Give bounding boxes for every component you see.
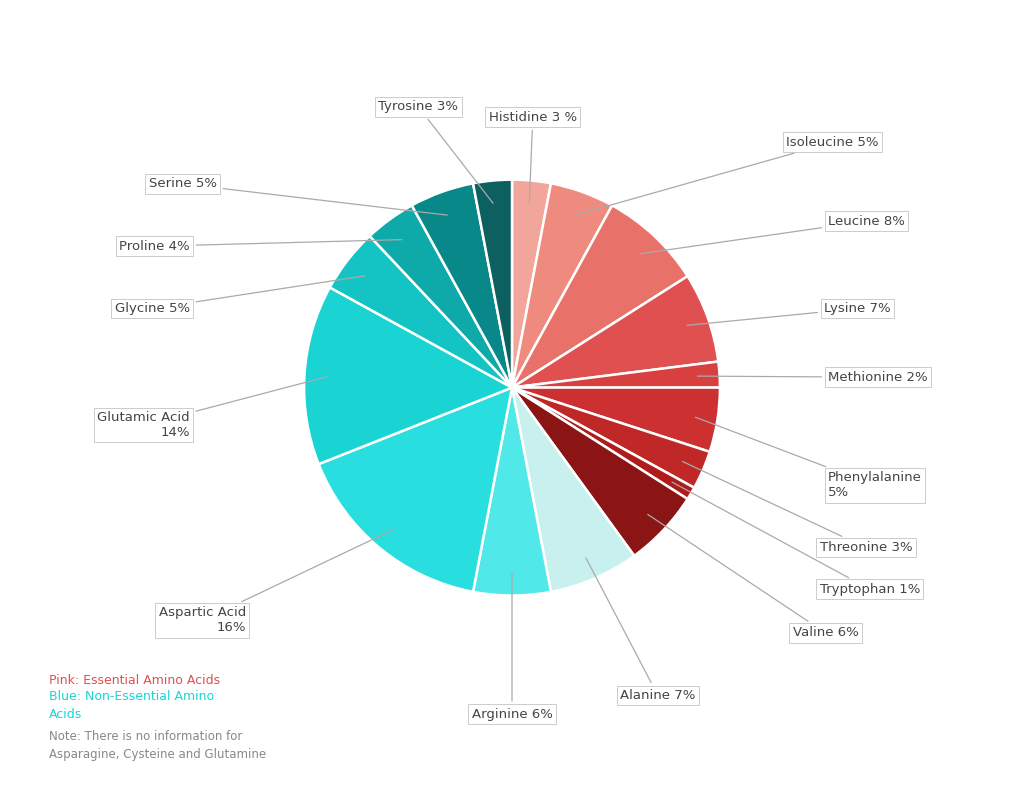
Text: Pink: Essential Amino Acids: Pink: Essential Amino Acids <box>49 674 220 687</box>
Text: Lysine 7%: Lysine 7% <box>687 302 891 325</box>
Text: Note: There is no information for
Asparagine, Cysteine and Glutamine: Note: There is no information for Aspara… <box>49 730 266 761</box>
Text: Alanine 7%: Alanine 7% <box>586 558 695 702</box>
Text: Proline 4%: Proline 4% <box>119 240 401 252</box>
Text: Serine 5%: Serine 5% <box>148 177 447 215</box>
Wedge shape <box>512 184 612 388</box>
Text: Blue: Non-Essential Amino
Acids: Blue: Non-Essential Amino Acids <box>49 691 214 721</box>
Wedge shape <box>512 388 634 592</box>
Text: Leucine 8%: Leucine 8% <box>640 214 905 254</box>
Text: Glycine 5%: Glycine 5% <box>115 276 365 315</box>
Wedge shape <box>512 388 710 488</box>
Wedge shape <box>512 180 551 388</box>
Text: Tyrosine 3%: Tyrosine 3% <box>379 100 494 203</box>
Wedge shape <box>512 388 687 556</box>
Wedge shape <box>473 388 551 596</box>
Text: Isoleucine 5%: Isoleucine 5% <box>577 136 879 214</box>
Text: Glutamic Acid
14%: Glutamic Acid 14% <box>97 377 327 439</box>
Wedge shape <box>304 287 512 464</box>
Text: Aspartic Acid
16%: Aspartic Acid 16% <box>159 530 393 634</box>
Wedge shape <box>370 206 512 388</box>
Text: Phenylalanine
5%: Phenylalanine 5% <box>695 417 922 499</box>
Wedge shape <box>473 180 512 388</box>
Wedge shape <box>330 236 512 388</box>
Wedge shape <box>412 184 512 388</box>
Wedge shape <box>512 388 694 499</box>
Text: Valine 6%: Valine 6% <box>648 514 858 639</box>
Wedge shape <box>512 361 720 388</box>
Wedge shape <box>512 276 718 388</box>
Wedge shape <box>512 206 687 388</box>
Text: Tryptophan 1%: Tryptophan 1% <box>672 482 921 596</box>
Wedge shape <box>318 388 512 592</box>
Wedge shape <box>512 388 720 452</box>
Text: Arginine 6%: Arginine 6% <box>472 573 552 721</box>
Text: Threonine 3%: Threonine 3% <box>682 461 912 554</box>
Text: Methionine 2%: Methionine 2% <box>697 371 928 384</box>
Text: Histidine 3 %: Histidine 3 % <box>488 111 577 202</box>
